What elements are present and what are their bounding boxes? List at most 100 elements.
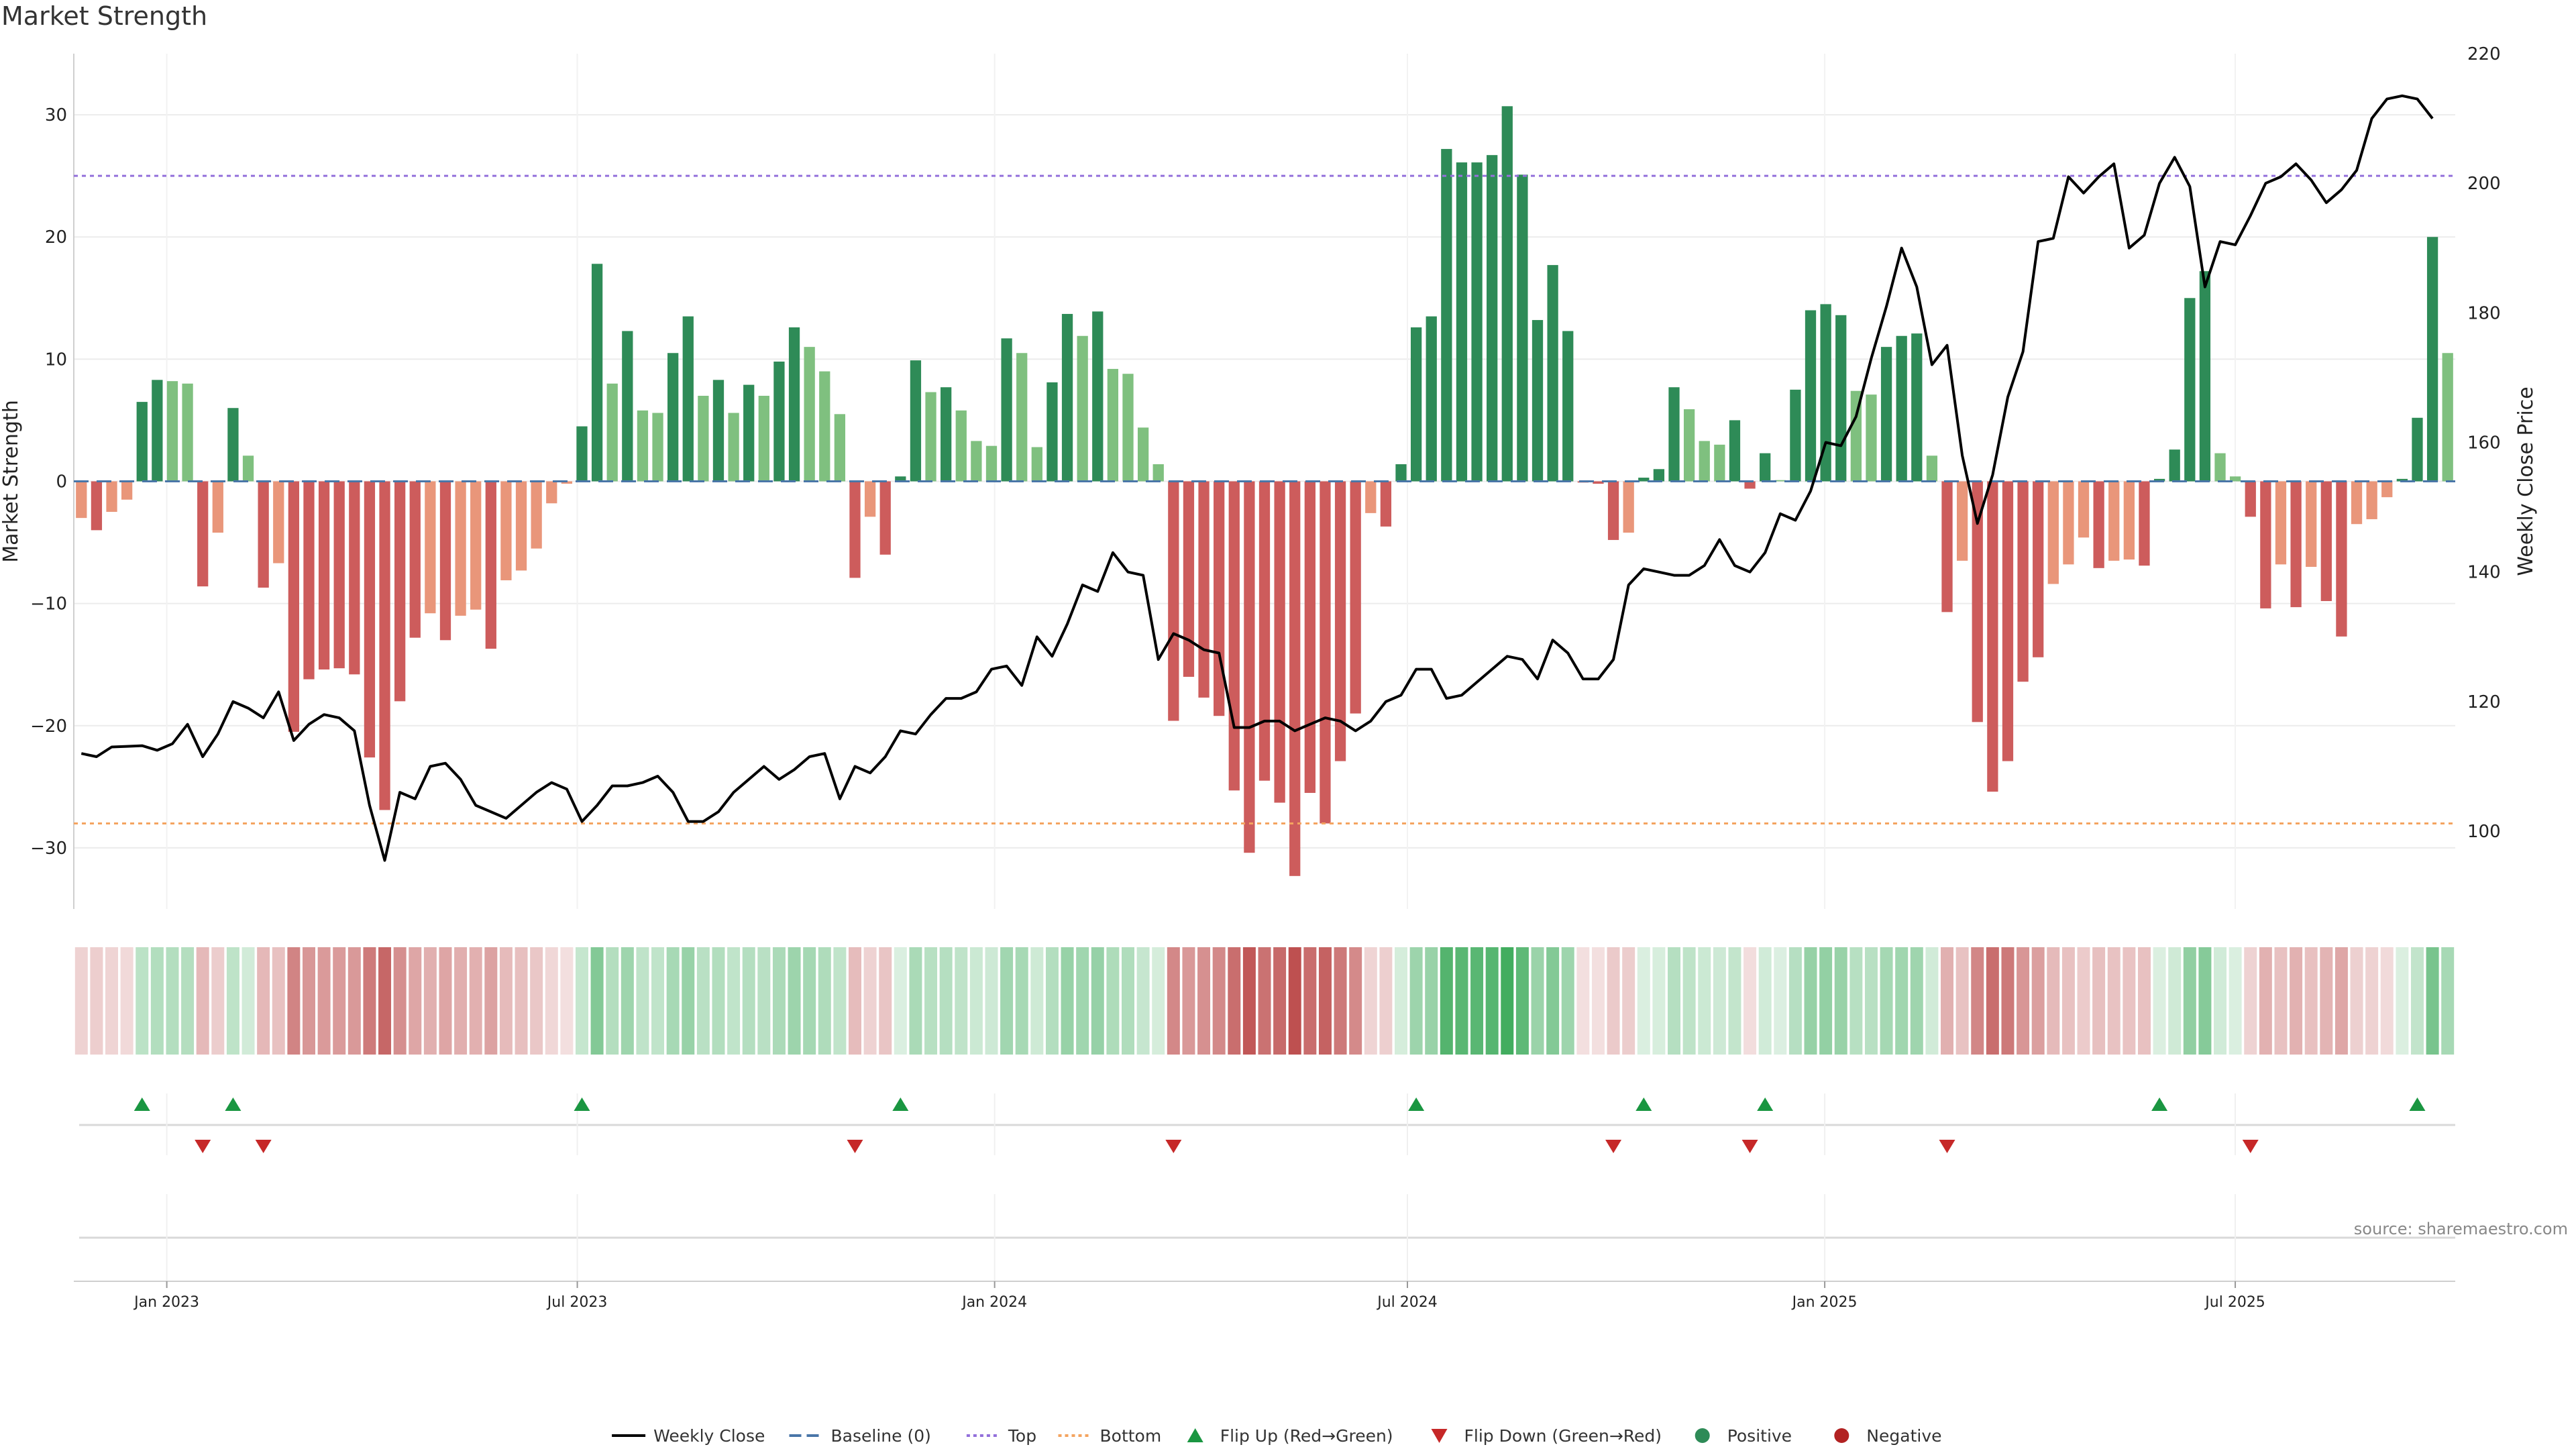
bar: [1607, 481, 1619, 540]
heat-cell: [757, 947, 771, 1055]
heat-cell: [1591, 947, 1605, 1055]
bar: [955, 410, 967, 482]
heat-cell: [969, 947, 983, 1055]
bar: [106, 481, 117, 513]
heat-cell: [1045, 947, 1059, 1055]
flip-down-marker: [1605, 1140, 1622, 1153]
bar: [1152, 464, 1164, 482]
heat-cell: [1698, 947, 1711, 1055]
heat-cell: [499, 947, 513, 1055]
bar: [773, 362, 785, 482]
heat-cell: [1000, 947, 1014, 1055]
bar: [1198, 481, 1210, 698]
heat-cell: [1788, 947, 1802, 1055]
heat-cell: [955, 947, 968, 1055]
heat-cell: [120, 947, 133, 1055]
legend-item: Top: [966, 1426, 1036, 1446]
bar: [1031, 447, 1042, 482]
bar: [667, 353, 679, 482]
heat-cell: [317, 947, 331, 1055]
bar: [2381, 481, 2393, 498]
heat-cell: [2031, 947, 2045, 1055]
bar: [1593, 481, 1604, 484]
bar: [273, 481, 284, 564]
bar: [1046, 382, 1058, 482]
bar: [2184, 298, 2196, 482]
bar: [1729, 420, 1741, 482]
bar: [1001, 338, 1012, 482]
heat-cell: [1774, 947, 1787, 1055]
bar: [409, 481, 421, 638]
heat-cell: [879, 947, 892, 1055]
bar: [819, 371, 830, 482]
bar: [1274, 481, 1285, 803]
flip-down-marker: [1939, 1140, 1955, 1153]
flip-up-marker: [574, 1097, 590, 1111]
flip-up-marker: [892, 1097, 909, 1111]
heat-cell: [1834, 947, 1847, 1055]
title: Market Strength: [1, 1, 208, 31]
heat-cell: [1242, 947, 1256, 1055]
bar: [1987, 481, 1998, 792]
heat-cell: [1955, 947, 1969, 1055]
heat-cell: [545, 947, 558, 1055]
heat-cell: [2017, 947, 2030, 1055]
bar: [1214, 481, 1225, 716]
bar: [1441, 149, 1452, 482]
heat-cell: [1607, 947, 1620, 1055]
heat-cell: [2396, 947, 2409, 1055]
heat-cell: [1501, 947, 1514, 1055]
heat-cell: [363, 947, 376, 1055]
y-tick-label: −30: [30, 839, 67, 859]
heat-cell: [211, 947, 225, 1055]
heat-cell: [2334, 947, 2348, 1055]
heat-cell: [1637, 947, 1650, 1055]
heat-cell: [1864, 947, 1878, 1055]
bar: [2396, 478, 2408, 482]
legend: Weekly Close Baseline (0) Top Bottom Flip Up…: [612, 1426, 1942, 1446]
flip-up-marker: [2151, 1097, 2168, 1111]
legend-label: Top: [1008, 1426, 1036, 1446]
heat-cell: [515, 947, 528, 1055]
bar: [258, 481, 269, 588]
heat-cell: [2107, 947, 2121, 1055]
y2-axis-label: Weekly Close Price: [2514, 386, 2538, 576]
heat-cell: [1182, 947, 1195, 1055]
bar: [637, 410, 649, 482]
heat-cell: [105, 947, 119, 1055]
bar: [941, 387, 952, 482]
bar: [925, 392, 936, 482]
heat-cell: [1485, 947, 1499, 1055]
bar: [485, 481, 496, 649]
bar: [212, 481, 223, 533]
heat-cell: [1425, 947, 1438, 1055]
bar: [2047, 481, 2059, 584]
strength-bars: [76, 106, 2453, 876]
bar: [121, 481, 133, 500]
bar: [1183, 481, 1195, 677]
legend-label: Weekly Close: [653, 1426, 765, 1446]
bar: [500, 481, 512, 581]
bar: [2336, 481, 2347, 637]
heat-cell: [1122, 947, 1134, 1055]
bar: [2033, 481, 2044, 657]
legend-item: Flip Up (Red→Green): [1187, 1426, 1393, 1446]
heat-cell: [2137, 947, 2151, 1055]
flip-down-marker: [1165, 1140, 1182, 1153]
bar: [1365, 481, 1377, 513]
y-tick-label: 0: [56, 472, 67, 492]
heat-cell: [666, 947, 680, 1055]
heat-cell: [560, 947, 574, 1055]
heat-cell: [924, 947, 938, 1055]
bar: [182, 383, 193, 482]
heat-cell: [1531, 947, 1544, 1055]
heat-cell: [1440, 947, 1453, 1055]
heat-cell: [939, 947, 953, 1055]
bar: [379, 481, 390, 810]
heat-cell: [590, 947, 604, 1055]
heat-cell: [196, 947, 209, 1055]
bar: [682, 316, 694, 482]
bar: [2017, 481, 2029, 682]
bar: [91, 481, 103, 531]
